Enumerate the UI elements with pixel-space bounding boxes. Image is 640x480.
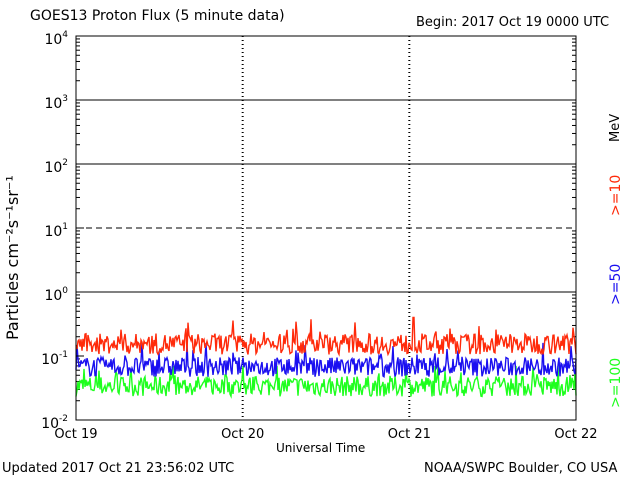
- updated-timestamp: Updated 2017 Oct 21 23:56:02 UTC: [2, 461, 235, 476]
- begin-date: Begin: 2017 Oct 19 0000 UTC: [416, 15, 610, 30]
- series-line-ge50: [75, 342, 577, 378]
- series-line-ge100: [75, 365, 577, 399]
- x-axis-label: Universal Time: [276, 441, 366, 455]
- y-tick-label: 102: [44, 158, 68, 176]
- chart-title: GOES13 Proton Flux (5 minute data): [30, 8, 285, 24]
- y-tick-label: 103: [44, 94, 68, 112]
- legend-units: MeV: [608, 113, 623, 142]
- y-tick-label: 100: [44, 286, 68, 304]
- y-tick-label: 101: [44, 222, 68, 240]
- y-tick-label: 10-2: [41, 414, 68, 432]
- y-tick-label: 104: [44, 30, 68, 48]
- y-tick-label: 10-1: [41, 350, 68, 368]
- legend-ge10: >=10: [608, 174, 624, 216]
- series-line-ge10: [75, 316, 577, 357]
- legend-ge50: >=50: [608, 263, 624, 305]
- x-tick-label: Oct 19: [54, 427, 97, 442]
- x-tick-label: Oct 22: [554, 427, 597, 442]
- y-axis-label: Particles cm⁻²s⁻¹sr⁻¹: [3, 175, 22, 340]
- data-source: NOAA/SWPC Boulder, CO USA: [424, 461, 618, 476]
- x-tick-label: Oct 20: [221, 427, 264, 442]
- legend-ge100: >=100: [608, 357, 624, 408]
- x-tick-label: Oct 21: [388, 427, 431, 442]
